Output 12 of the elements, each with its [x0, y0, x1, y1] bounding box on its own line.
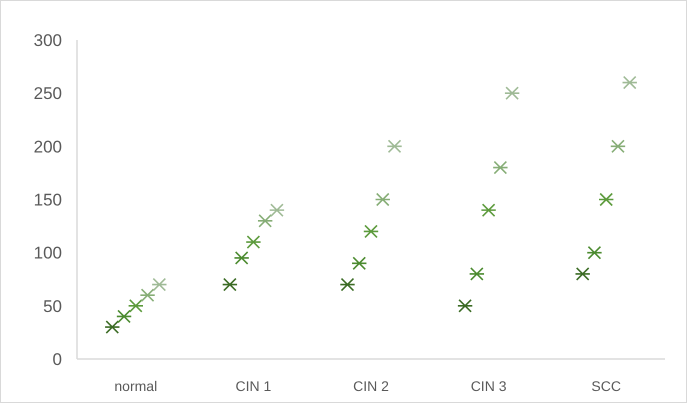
y-tick-label: 200	[34, 137, 62, 156]
y-tick-label: 50	[43, 296, 62, 316]
y-tick-label: 300	[34, 30, 62, 50]
y-tick-label: 150	[34, 190, 62, 210]
x-tick-label: CIN 2	[353, 378, 390, 394]
y-tick-label: 100	[34, 244, 62, 263]
x-tick-label: SCC	[591, 378, 621, 394]
y-tick-label: 0	[52, 350, 62, 369]
y-tick-label: 250	[34, 84, 62, 104]
x-tick-label: CIN 1	[236, 378, 272, 394]
x-tick-label: normal	[114, 378, 158, 394]
x-tick-label: CIN 3	[470, 378, 507, 394]
